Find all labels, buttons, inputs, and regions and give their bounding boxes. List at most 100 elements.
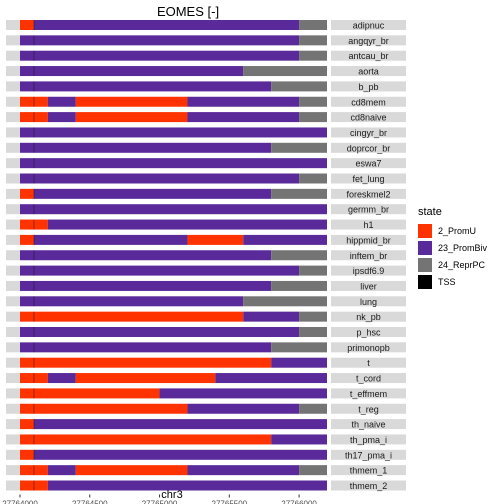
segment-aorta-0 [20,66,244,77]
legend-item-prombiv: 23_PromBiv [418,239,502,256]
track-label-bg-inftem-br [331,250,406,261]
track-label-bg-cd8mem [331,96,406,107]
segment-angqyr-br-0 [20,35,300,46]
x-axis-title: chr3 [161,489,182,501]
track-label-bg-fet-lung [331,173,406,184]
track-bg-doprcor-br [6,142,20,153]
tracks-layer [6,20,327,491]
track-label-bg-thmem-2 [331,480,406,491]
track-bg-liver [6,280,20,291]
track-label-hippmid-br: hippmid_br [346,235,391,245]
segment-thmem-1-3 [187,465,300,476]
segment-angqyr-br-1 [299,35,327,46]
track-label-bg-liver [331,280,406,291]
track-bg-ipsdf6-9 [6,265,20,276]
segment-cd8naive-3 [187,112,300,123]
segment-t-cord-1 [47,373,76,384]
track-label-bg-th-naive [331,419,406,430]
track-label-th17-pma-i: th17_pma_i [345,450,392,460]
track-label-b-pb: b_pb [358,82,378,92]
track-label-bg-t [331,357,406,368]
segment-t-reg-1 [187,403,300,414]
segment-nk-pb-1 [243,311,300,322]
segment-germm-br-0 [20,204,327,215]
track-label-primonopb: primonopb [347,343,390,353]
segment-h1-0 [20,219,48,230]
track-label-bg-germm-br [331,204,406,215]
track-bg-thmem-2 [6,480,20,491]
segment-hippmid-br-0 [20,234,34,245]
segment-lung-1 [243,296,327,307]
track-bg-nk-pb [6,311,20,322]
track-label-bg-antcau-br [331,50,406,61]
segment-cd8mem-3 [187,96,300,107]
segment-cd8mem-2 [75,96,188,107]
segment-inftem-br-0 [20,250,272,261]
track-label-bg-nk-pb [331,311,406,322]
track-bg-thmem-1 [6,465,20,476]
track-label-bg-cingyr-br [331,127,406,138]
track-label-adipnuc: adipnuc [353,21,385,31]
chart-title: EOMES [-] [157,4,219,19]
legend-item-promu: 2_PromU [418,222,502,239]
track-label-bg-t-reg [331,403,406,414]
segment-cd8naive-0 [20,112,48,123]
track-label-bg-hippmid-br [331,234,406,245]
x-tick-label-3: 27765500 [212,500,248,504]
track-label-cd8mem: cd8mem [351,97,386,107]
segment-ipsdf6-9-0 [20,265,300,276]
segment-cingyr-br-0 [20,127,327,138]
track-label-bg-adipnuc [331,20,406,30]
segment-inftem-br-1 [271,250,327,261]
segment-foreskmel2-1 [33,188,272,199]
segment-lung-0 [20,296,244,307]
legend-label-prombiv: 23_PromBiv [438,242,488,253]
segment-cd8naive-2 [75,112,188,123]
segment-fet-lung-0 [20,173,300,184]
track-label-angqyr-br: angqyr_br [348,36,389,46]
segment-thmem-1-0 [20,465,48,476]
track-label-bg-b-pb [331,81,406,92]
segment-t-cord-3 [215,373,327,384]
segment-cd8mem-0 [20,96,48,107]
x-axis: 27764000 27764500 27765000 27765500 27766000 [2,494,317,504]
segment-doprcor-br-1 [271,142,327,153]
segment-doprcor-br-0 [20,142,272,153]
segment-hippmid-br-3 [243,234,327,245]
track-bg-cd8naive [6,112,20,123]
track-bg-foreskmel2 [6,188,20,199]
segment-antcau-br-0 [20,50,300,61]
track-bg-angqyr-br [6,35,20,46]
segment-hippmid-br-2 [187,234,244,245]
legend-swatch-reprpc [418,257,432,272]
legend-label-tss: TSS [438,276,456,287]
segment-t-effmem-1 [159,388,327,399]
legend: state 2_PromU 23_PromBiv 24_ReprPC TSS [418,206,502,290]
segment-b-pb-1 [271,81,327,92]
segment-cd8naive-1 [47,112,76,123]
track-label-bg-p-hsc [331,327,406,337]
track-label-p-hsc: p_hsc [356,328,381,338]
track-label-antcau-br: antcau_br [348,51,388,61]
segment-primonopb-1 [271,342,327,353]
legend-label-promu: 2_PromU [438,225,477,236]
track-bg-cingyr-br [6,127,20,138]
segment-th-naive-1 [33,419,327,430]
segment-adipnuc-1 [33,20,300,30]
track-label-liver: liver [360,281,377,291]
track-label-t-effmem: t_effmem [350,389,387,399]
track-bg-fet-lung [6,173,20,184]
segment-t-cord-0 [20,373,48,384]
segment-cd8naive-4 [299,112,327,123]
segment-thmem-1-2 [75,465,188,476]
segment-fet-lung-1 [299,173,327,184]
track-bg-t-effmem [6,388,20,399]
legend-swatch-prombiv [418,240,432,255]
legend-item-reprpc: 24_ReprPC [418,256,502,273]
track-label-bg-t-cord [331,373,406,384]
segment-primonopb-0 [20,342,272,353]
track-bg-lung [6,296,20,307]
segment-aorta-1 [243,66,327,77]
